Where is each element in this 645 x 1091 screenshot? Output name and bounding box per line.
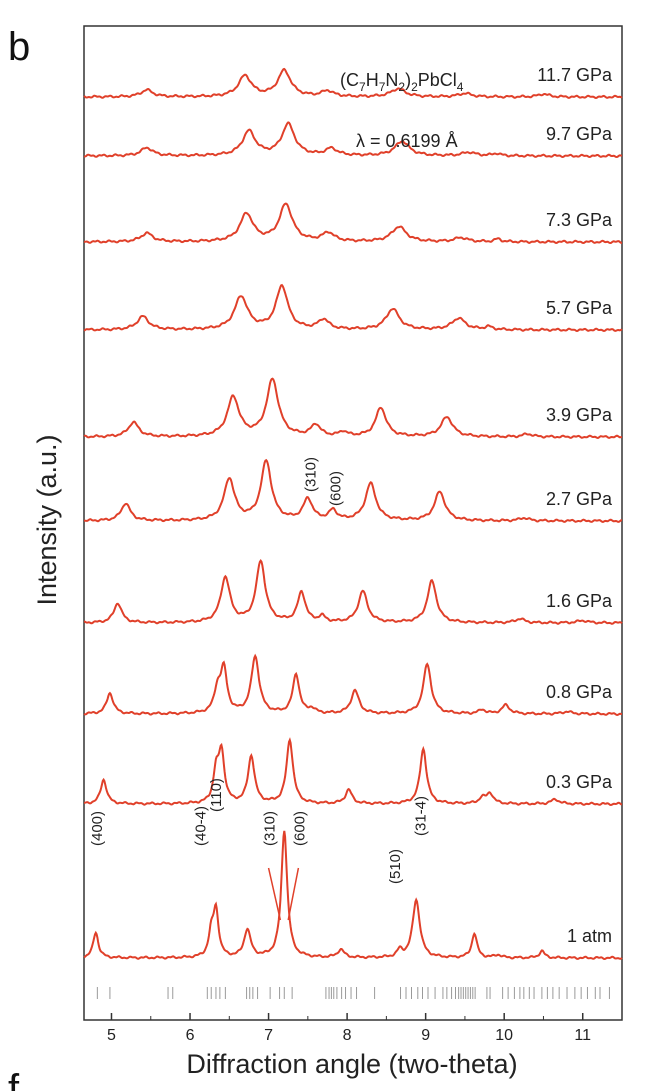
miller-index-label: (110) <box>208 778 225 812</box>
diffraction-trace <box>83 67 623 100</box>
panel-letter: b <box>8 25 30 69</box>
diffraction-trace <box>83 653 622 717</box>
miller-index-label: (310) <box>302 457 319 492</box>
compound-formula: (C7H7N2)2PbCl4 <box>340 70 464 94</box>
x-tick-label: 8 <box>343 1027 352 1044</box>
diffraction-trace <box>83 458 623 523</box>
miller-index-label: (600) <box>291 811 308 846</box>
wavelength-label: λ = 0.6199 Å <box>356 131 458 151</box>
diffraction-trace <box>83 558 623 625</box>
pressure-label: 7.3 GPa <box>546 210 613 230</box>
x-tick-label: 5 <box>107 1027 116 1044</box>
x-axis: 5 6 7 8 9 10 11 <box>107 1013 623 1044</box>
pressure-label: 1 atm <box>567 926 612 946</box>
x-tick-label: 6 <box>186 1027 195 1044</box>
x-tick-label: 10 <box>495 1027 513 1044</box>
miller-index-label: (400) <box>89 811 106 846</box>
miller-index-label: (510) <box>387 849 404 884</box>
miller-index-labels: (400) (40-4)(110) (310) (600) (510) (31-4) (31… <box>89 457 429 921</box>
diffraction-trace <box>83 283 623 333</box>
x-tick-label: 7 <box>264 1027 273 1044</box>
miller-index-label: (31-4) <box>412 796 429 836</box>
diffraction-trace <box>83 830 623 961</box>
peak-indicator-line <box>267 867 282 921</box>
pressure-label: 2.7 GPa <box>546 489 613 509</box>
pressure-label: 1.6 GPa <box>546 591 613 611</box>
diffraction-trace <box>83 377 623 440</box>
x-axis-title: Diffraction angle (two-theta) <box>186 1049 517 1079</box>
plot-frame <box>83 25 623 1021</box>
miller-index-label: (600) <box>328 471 345 506</box>
bragg-position-ticks <box>96 987 610 999</box>
diffraction-trace <box>83 202 622 245</box>
diffraction-trace <box>83 121 623 159</box>
miller-index-label: (40-4) <box>192 806 209 846</box>
pressure-label: 5.7 GPa <box>546 298 613 318</box>
miller-index-label: (310) <box>262 811 279 846</box>
x-tick-label: 11 <box>574 1027 591 1044</box>
y-axis-title: Intensity (a.u.) <box>32 434 62 605</box>
pressure-labels: 11.7 GPa 9.7 GPa 7.3 GPa 5.7 GPa 3.9 GPa 2.7 … <box>537 65 613 946</box>
diffraction-traces <box>83 67 623 961</box>
pressure-label: 0.3 GPa <box>546 772 613 792</box>
x-tick-label: 9 <box>421 1027 430 1044</box>
peak-indicator-line <box>287 867 300 921</box>
pressure-label: 3.9 GPa <box>546 405 613 425</box>
next-panel-letter: f <box>8 1067 20 1091</box>
pressure-label: 11.7 GPa <box>537 65 613 85</box>
pressure-label: 9.7 GPa <box>546 124 613 144</box>
diffraction-trace <box>84 737 623 807</box>
pressure-label: 0.8 GPa <box>546 682 613 702</box>
